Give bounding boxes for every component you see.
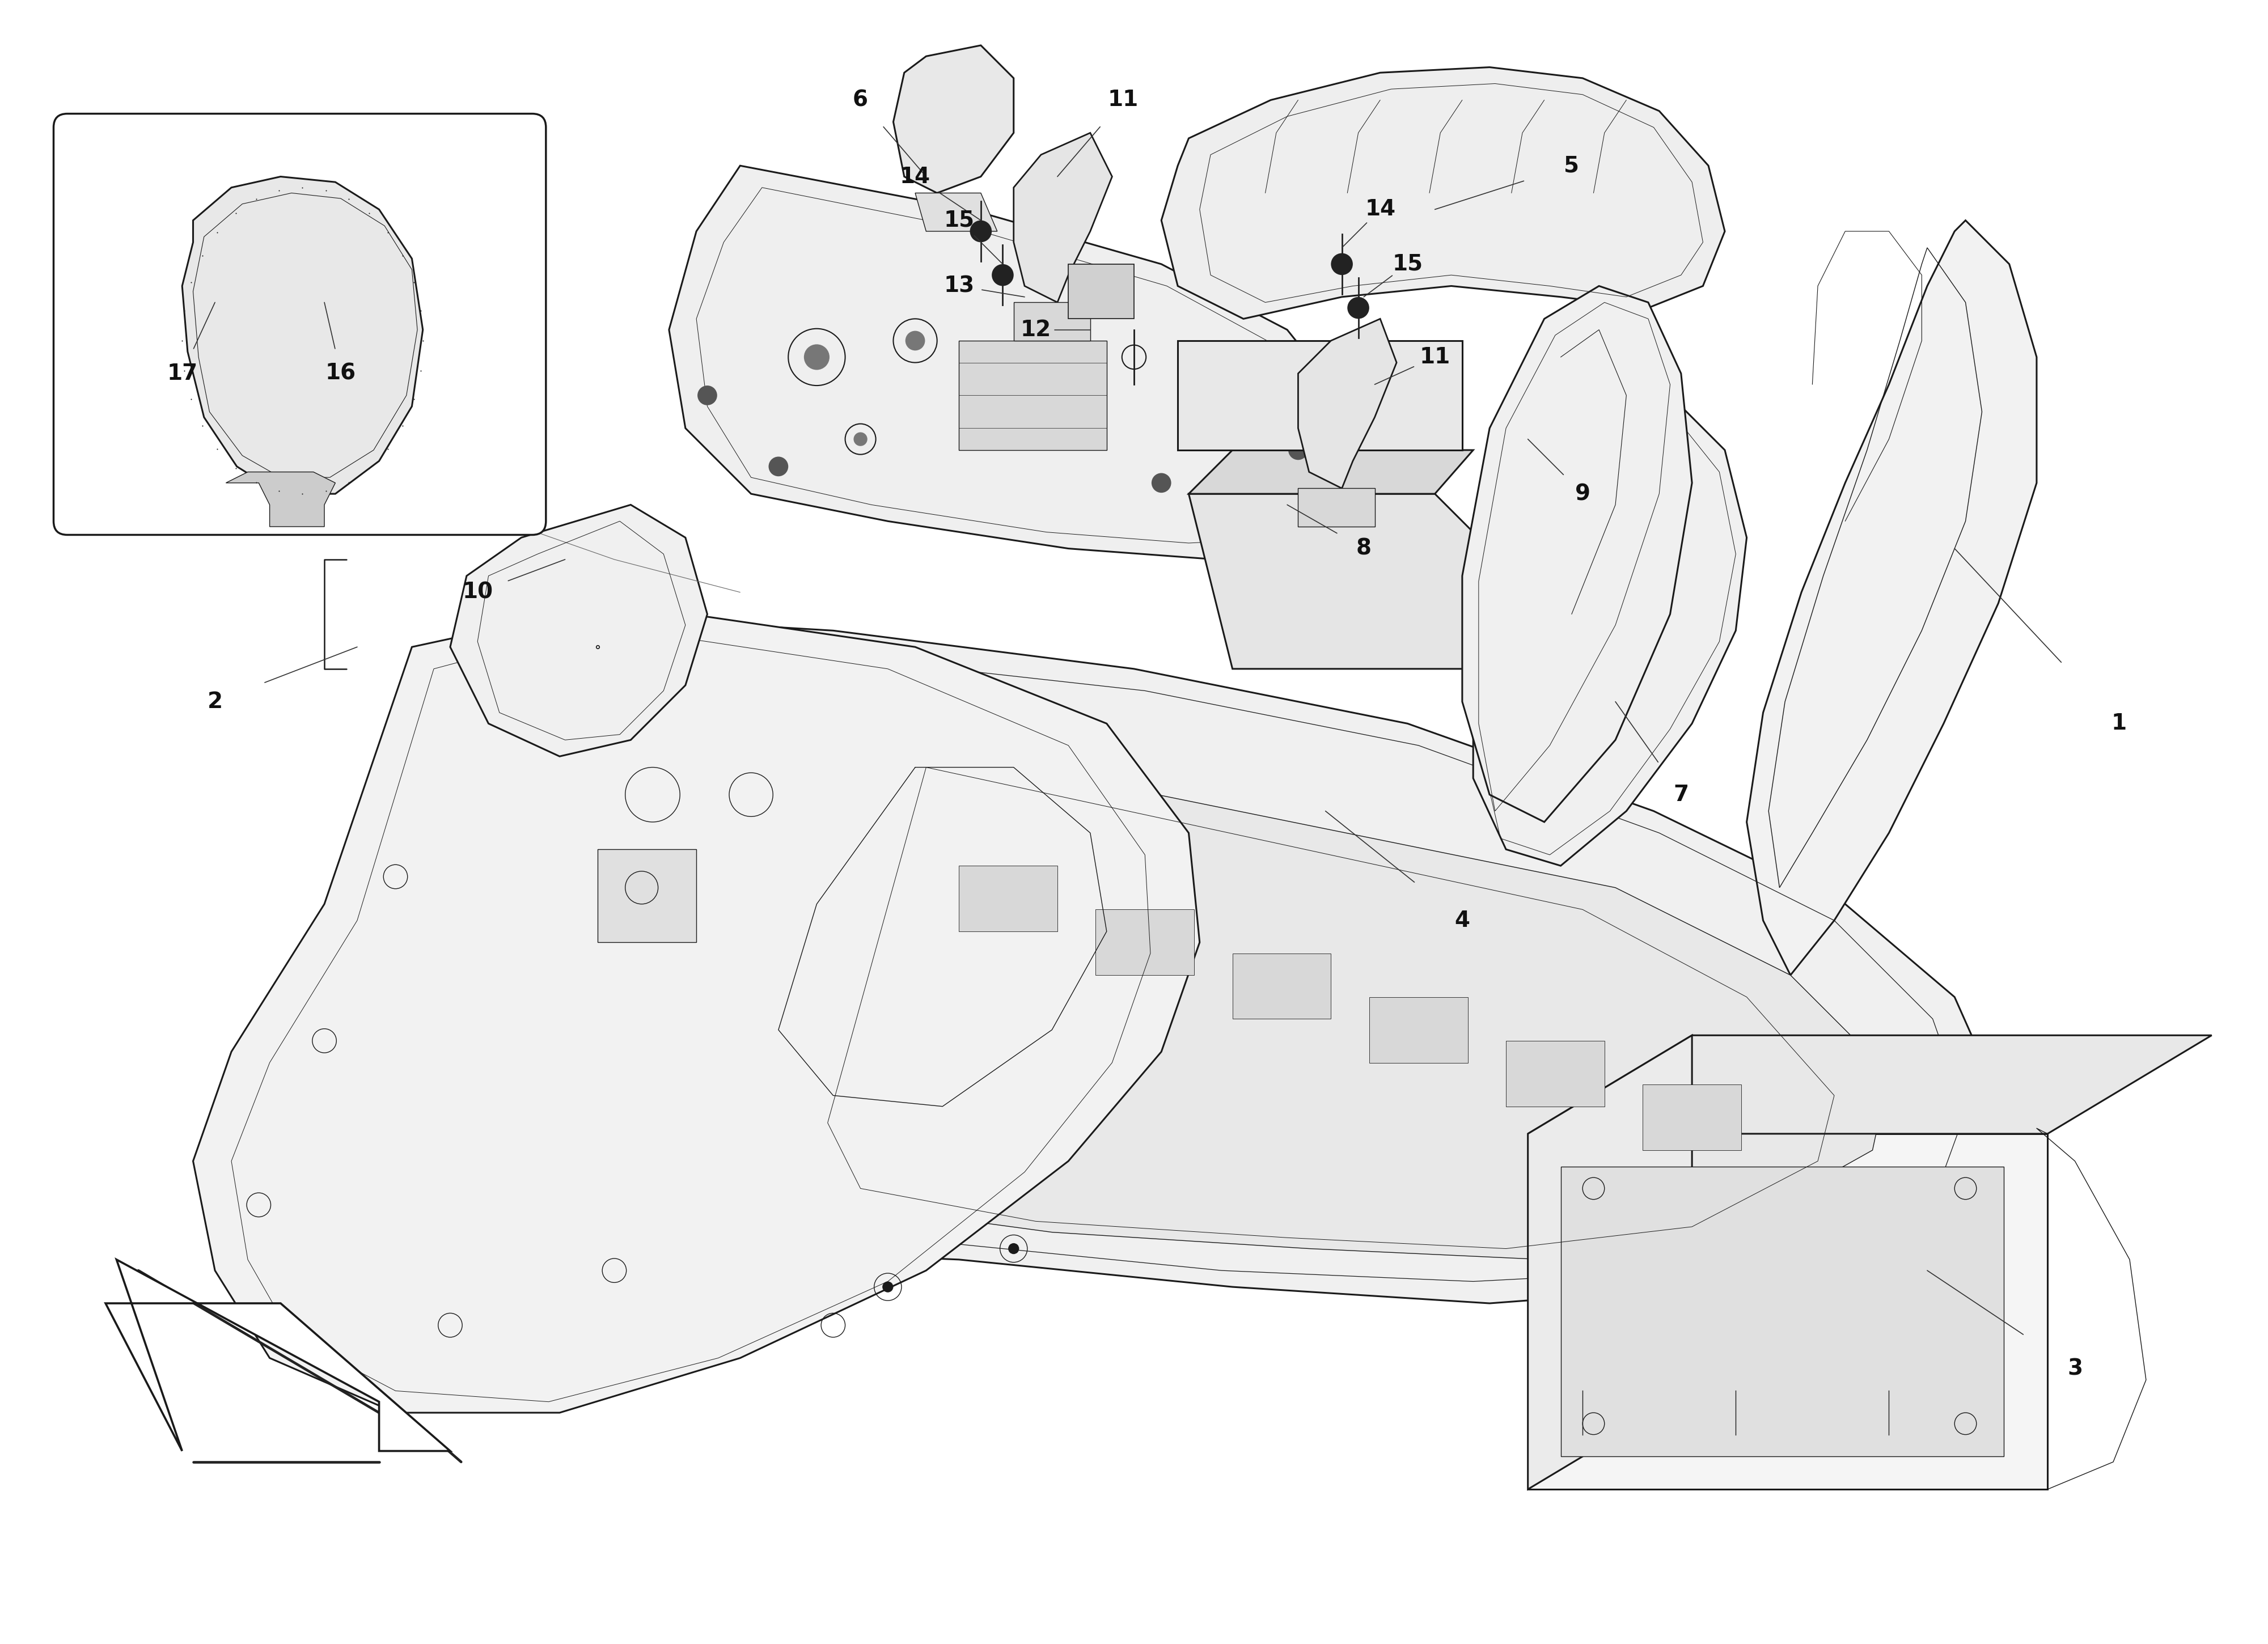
Text: 7: 7 xyxy=(1674,784,1690,806)
Polygon shape xyxy=(669,166,1363,559)
Text: 1: 1 xyxy=(2112,713,2127,735)
Polygon shape xyxy=(1506,1041,1603,1106)
Text: 4: 4 xyxy=(1454,909,1470,931)
Polygon shape xyxy=(1746,220,2037,975)
Polygon shape xyxy=(1095,909,1195,975)
Polygon shape xyxy=(1014,133,1111,302)
Text: 2: 2 xyxy=(206,690,222,712)
Circle shape xyxy=(769,457,789,477)
Polygon shape xyxy=(1560,1167,2005,1457)
Polygon shape xyxy=(894,46,1014,192)
Polygon shape xyxy=(959,866,1057,932)
Polygon shape xyxy=(1463,286,1692,822)
Polygon shape xyxy=(805,740,1889,1259)
Text: 6: 6 xyxy=(853,89,869,110)
Circle shape xyxy=(1288,441,1309,460)
Circle shape xyxy=(991,265,1014,286)
Polygon shape xyxy=(1370,996,1467,1062)
Polygon shape xyxy=(1474,385,1746,866)
Text: 10: 10 xyxy=(463,582,492,603)
Text: 15: 15 xyxy=(943,209,975,232)
Polygon shape xyxy=(1188,493,1474,669)
Polygon shape xyxy=(599,850,696,942)
Text: 16: 16 xyxy=(324,363,356,385)
Text: 12: 12 xyxy=(1021,319,1050,340)
Text: 5: 5 xyxy=(1565,155,1579,176)
Text: 13: 13 xyxy=(943,275,975,298)
Polygon shape xyxy=(1297,319,1397,488)
Polygon shape xyxy=(449,505,708,756)
Circle shape xyxy=(1347,298,1370,319)
Polygon shape xyxy=(1177,340,1463,450)
Text: 11: 11 xyxy=(1420,347,1449,368)
Text: 14: 14 xyxy=(900,166,930,187)
Text: 9: 9 xyxy=(1574,483,1590,505)
Circle shape xyxy=(1152,473,1170,493)
Circle shape xyxy=(1009,1243,1018,1254)
Circle shape xyxy=(699,386,717,404)
Circle shape xyxy=(1331,253,1352,275)
Polygon shape xyxy=(916,192,998,232)
Polygon shape xyxy=(433,615,1998,1304)
Polygon shape xyxy=(1161,67,1726,319)
Polygon shape xyxy=(1529,1134,2048,1489)
Circle shape xyxy=(971,220,991,242)
Circle shape xyxy=(853,432,866,446)
Polygon shape xyxy=(1297,488,1374,526)
Text: 11: 11 xyxy=(1107,89,1139,110)
Polygon shape xyxy=(1529,1036,1692,1489)
Polygon shape xyxy=(1642,1085,1742,1151)
Polygon shape xyxy=(181,176,422,493)
Text: 17: 17 xyxy=(168,363,197,385)
Circle shape xyxy=(905,330,925,350)
Polygon shape xyxy=(107,1259,449,1452)
FancyBboxPatch shape xyxy=(54,113,547,534)
Polygon shape xyxy=(959,340,1107,450)
Polygon shape xyxy=(1232,954,1331,1019)
Text: 15: 15 xyxy=(1393,253,1422,275)
Circle shape xyxy=(803,344,830,370)
Polygon shape xyxy=(1529,1036,2211,1134)
Text: 3: 3 xyxy=(2066,1358,2082,1379)
Text: 14: 14 xyxy=(1365,199,1395,220)
Circle shape xyxy=(882,1281,894,1292)
Polygon shape xyxy=(1014,302,1091,340)
Polygon shape xyxy=(1068,265,1134,319)
Polygon shape xyxy=(193,603,1200,1412)
Polygon shape xyxy=(1188,450,1474,493)
Text: 8: 8 xyxy=(1356,538,1372,559)
Polygon shape xyxy=(227,472,336,526)
